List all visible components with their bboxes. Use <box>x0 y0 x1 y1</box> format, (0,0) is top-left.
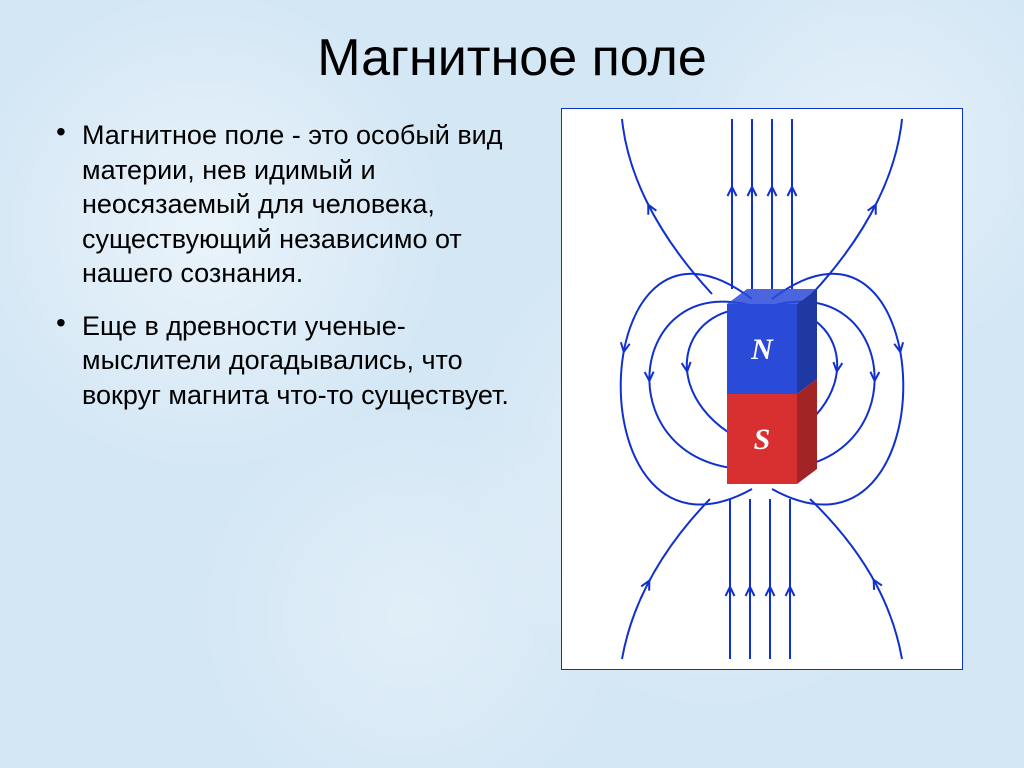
paragraph: Магнитное поле - это особый вид материи,… <box>82 118 530 291</box>
south-side <box>797 379 817 484</box>
north-label: N <box>750 333 774 366</box>
list-item: Магнитное поле - это особый вид материи,… <box>50 118 530 291</box>
north-side <box>797 289 817 394</box>
field-arrow <box>621 342 624 352</box>
field-arrow <box>900 342 903 352</box>
text-column: Магнитное поле - это особый вид материи,… <box>30 108 530 670</box>
magnet-field-svg: N S <box>562 109 962 669</box>
field-line <box>812 119 902 294</box>
bullet-list: Магнитное поле - это особый вид материи,… <box>50 118 530 412</box>
field-line <box>622 119 712 294</box>
south-label: S <box>754 423 771 456</box>
list-item: Еще в древности ученые-мыслители догадыв… <box>50 309 530 413</box>
page-title: Магнитное поле <box>0 0 1024 88</box>
diagram-column: N S <box>530 108 994 670</box>
paragraph: Еще в древности ученые-мыслители догадыв… <box>82 309 530 413</box>
content-row: Магнитное поле - это особый вид материи,… <box>0 88 1024 670</box>
magnet-diagram: N S <box>561 108 963 670</box>
bar-magnet: N S <box>727 289 817 484</box>
title-text: Магнитное поле <box>317 29 707 87</box>
field-line <box>622 499 710 659</box>
field-line <box>810 499 902 659</box>
